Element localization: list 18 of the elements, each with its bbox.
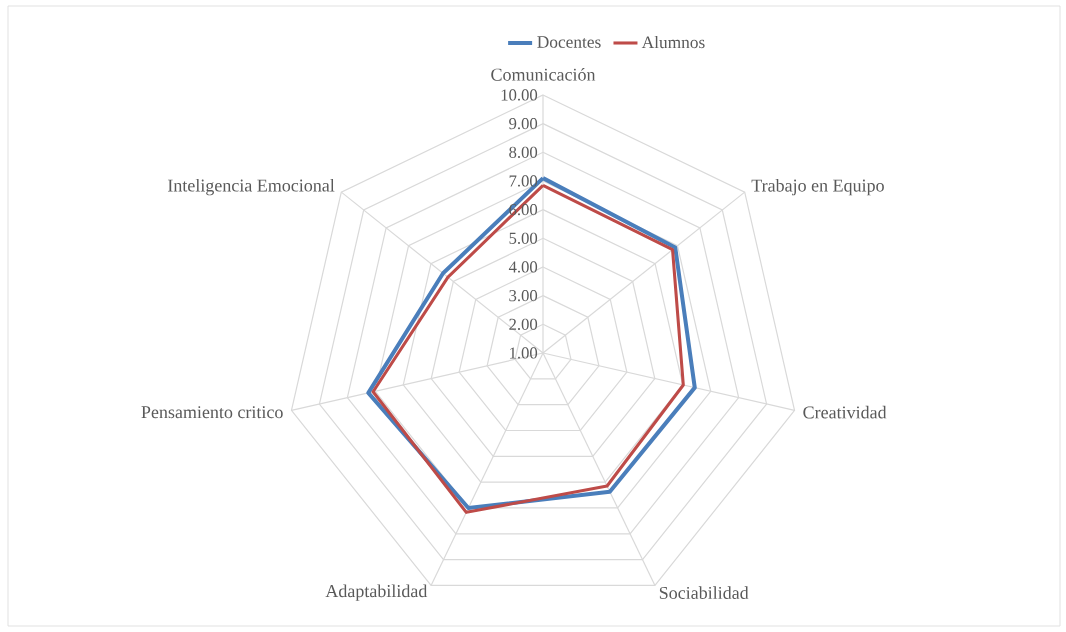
y-tick-label: 10.00 (501, 89, 538, 101)
spoke-label: Pensamiento critico (141, 406, 283, 419)
spoke-label: Creatividad (803, 405, 887, 419)
spoke-label: Inteligencia Emocional (167, 178, 335, 196)
legend-label: Docentes (537, 36, 601, 48)
y-tick-label: 4.00 (508, 261, 538, 273)
spoke-label: Adaptabilidad (325, 584, 428, 601)
y-tick-label: 9.00 (509, 118, 538, 130)
y-tick-label: 7.00 (509, 175, 538, 187)
y-tick-label: 3.00 (509, 290, 538, 302)
y-tick-label: 2.00 (509, 318, 538, 330)
spoke-label: Sociabilidad (659, 586, 749, 599)
legend-label: Alumnos (641, 35, 705, 49)
spoke-label: Trabajo en Equipo (751, 178, 884, 196)
y-tick-label: 5.00 (509, 232, 538, 244)
y-tick-label: 1.00 (510, 347, 538, 359)
y-tick-label: 8.00 (509, 146, 538, 158)
spoke-label: Comunicación (491, 68, 596, 81)
